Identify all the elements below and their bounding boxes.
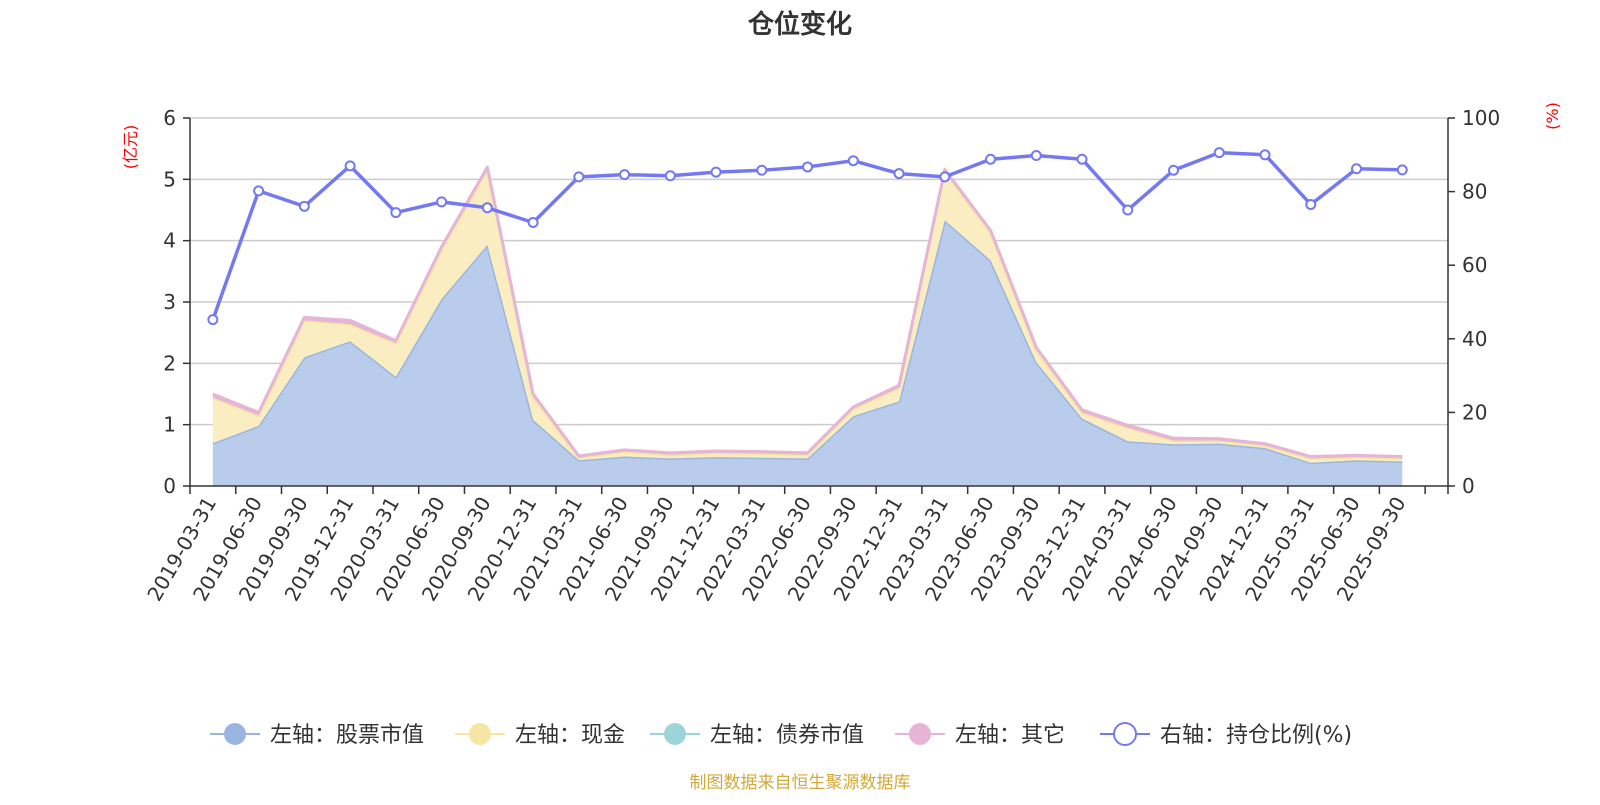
- ratio-point: [710, 166, 722, 178]
- left-axis-tick-label: 0: [163, 474, 176, 498]
- right-axis-tick-label: 20: [1462, 400, 1487, 424]
- legend-item[interactable]: 右轴：持仓比例(%): [1100, 722, 1352, 748]
- ratio-point: [756, 164, 768, 176]
- ratio-point: [1122, 204, 1134, 216]
- left-axis-tick-label: 5: [163, 167, 176, 191]
- ratio-point: [390, 207, 402, 219]
- ratio-point: [253, 185, 265, 197]
- right-axis-tick-label: 0: [1462, 474, 1475, 498]
- legend-label: 右轴：持仓比例(%): [1160, 723, 1352, 748]
- legend-item[interactable]: 左轴：其它: [895, 723, 1065, 748]
- chart-title: 仓位变化: [747, 9, 852, 40]
- ratio-point: [298, 200, 310, 212]
- right-axis-tick-label: 60: [1462, 253, 1487, 277]
- right-axis-unit-label: (%): [1543, 102, 1562, 130]
- ratio-point: [664, 170, 676, 182]
- left-axis-tick-label: 1: [163, 413, 176, 437]
- ratio-point: [1076, 153, 1088, 165]
- left-axis-tick-label: 2: [163, 351, 176, 375]
- area-edge-3: [212, 165, 1403, 459]
- ratio-point: [847, 155, 859, 167]
- ratio-point: [1030, 150, 1042, 162]
- ratio-point: [207, 314, 219, 326]
- area-0: [212, 220, 1403, 486]
- ratio-point: [344, 160, 356, 172]
- legend[interactable]: 左轴：股票市值 左轴：现金 左轴：债券市值 左轴：其它 右轴：持仓比例(%): [210, 722, 1352, 748]
- ratio-point: [1396, 164, 1408, 176]
- legend-item[interactable]: 左轴：股票市值: [210, 723, 424, 748]
- ratio-point: [893, 168, 905, 180]
- legend-label: 左轴：现金: [515, 723, 625, 748]
- legend-item[interactable]: 左轴：现金: [455, 723, 625, 748]
- ratio-point: [985, 153, 997, 165]
- right-axis-tick-label: 40: [1462, 327, 1487, 351]
- legend-label: 左轴：债券市值: [710, 723, 864, 748]
- holding-ratio-line: [207, 147, 1408, 326]
- right-axis-tick-label: 80: [1462, 180, 1487, 204]
- left-axis-tick-label: 4: [163, 229, 176, 253]
- right-axis-tick-label: 100: [1462, 106, 1500, 130]
- legend-swatch-marker: [909, 723, 931, 745]
- legend-swatch-marker: [664, 723, 686, 745]
- left-axis-tick-label: 6: [163, 106, 176, 130]
- ratio-point: [481, 202, 493, 214]
- ratio-point: [1351, 163, 1363, 175]
- ratio-point: [1213, 147, 1225, 159]
- ratio-point: [1168, 164, 1180, 176]
- ratio-point: [1259, 149, 1271, 161]
- left-axis-tick-label: 3: [163, 290, 176, 314]
- ratio-line-path: [211, 150, 1403, 321]
- legend-label: 左轴：其它: [955, 723, 1065, 748]
- ratio-point: [1305, 198, 1317, 210]
- ratio-point: [619, 169, 631, 181]
- legend-label: 左轴：股票市值: [270, 723, 424, 748]
- ratio-point: [802, 161, 814, 173]
- legend-swatch-marker: [469, 723, 491, 745]
- legend-item[interactable]: 左轴：债券市值: [650, 723, 864, 748]
- ratio-point: [527, 217, 539, 229]
- legend-swatch-marker: [1113, 722, 1137, 746]
- source-note: 制图数据来自恒生聚源数据库: [690, 773, 911, 793]
- ratio-point: [573, 171, 585, 183]
- left-axis-unit-label: (亿元): [121, 125, 140, 170]
- ratio-point: [939, 171, 951, 183]
- legend-swatch-marker: [224, 723, 246, 745]
- stacked-areas: [212, 165, 1403, 486]
- ratio-point: [436, 196, 448, 208]
